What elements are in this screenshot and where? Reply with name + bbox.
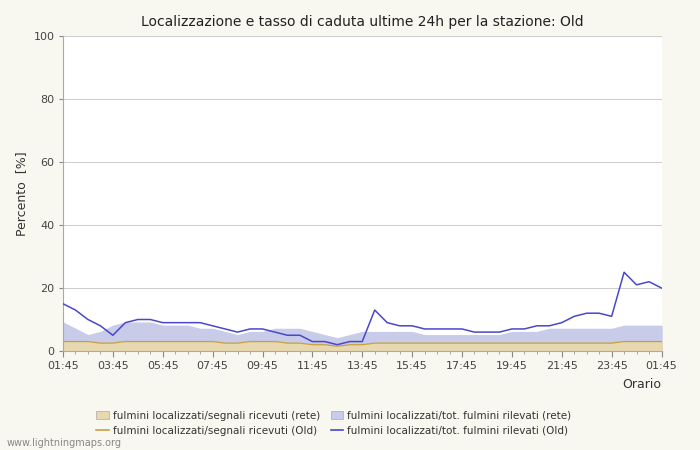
Y-axis label: Percento  [%]: Percento [%] <box>15 151 28 236</box>
Text: www.lightningmaps.org: www.lightningmaps.org <box>7 438 122 448</box>
Title: Localizzazione e tasso di caduta ultime 24h per la stazione: Old: Localizzazione e tasso di caduta ultime … <box>141 15 584 29</box>
Text: Orario: Orario <box>622 378 661 391</box>
Legend: fulmini localizzati/segnali ricevuti (rete), fulmini localizzati/segnali ricevut: fulmini localizzati/segnali ricevuti (re… <box>96 410 571 436</box>
